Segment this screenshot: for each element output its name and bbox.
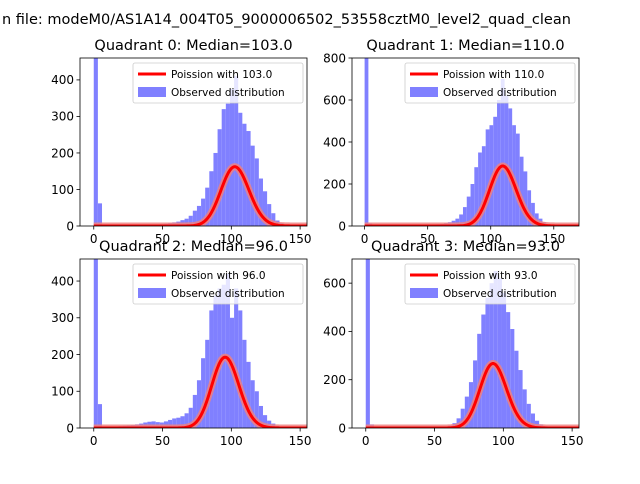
quadrant-0-hist-bar [230,89,234,226]
quadrant-3-hist-bar [502,293,506,428]
quadrant-3-legend-hist-label: Observed distribution [443,288,557,300]
quadrant-0-ytick-label: 400 [51,73,74,87]
quadrant-0-ytick-label: 300 [51,110,74,124]
quadrant-0-hist-bar [213,153,217,226]
quadrant-0-legend: Poission with 103.0 Observed distribution [133,63,303,103]
quadrant-0-xtick-label: 150 [289,232,312,246]
quadrant-0-ytick-label: 200 [51,146,74,160]
quadrant-3-legend-hist-swatch [410,288,438,298]
quadrant-2-ytick-label: 400 [51,274,74,288]
quadrant-1-ytick-label: 800 [323,51,346,65]
quadrant-0-hist-bar [218,129,222,226]
quadrant-2-ytick-label: 0 [66,421,74,435]
quadrant-3-ytick-label: 0 [338,421,346,435]
quadrant-3-ytick-label: 200 [323,373,346,387]
quadrant-3-xtick-label: 50 [427,434,442,448]
quadrant-2-panel: 0 50 100 150 0 100 200 300 400 Poission with 96.0… [51,239,311,448]
quadrant-0-hist-bar [222,109,226,226]
quadrant-0-legend-line-label: Poission with 103.0 [171,69,272,81]
quadrant-3-ytick-label: 600 [323,276,346,290]
quadrant-2-hist-bar [94,259,98,428]
quadrant-3-xtick-label: 0 [362,434,370,448]
quadrant-2-ytick-label: 100 [51,385,74,399]
quadrant-1-legend-hist-swatch [410,87,438,97]
quadrant-2-legend-hist-swatch [138,288,166,298]
quadrant-0-hist-bar [94,58,98,226]
quadrant-3-title: Quadrant 3: Median=93.0 [371,239,560,255]
quadrant-2-xtick-label: 100 [220,434,243,448]
figure-suptitle: n file: modeM0/AS1A14_004T05_9000006502_… [2,12,571,28]
quadrant-2-hist-bar [242,340,246,428]
quadrant-1-ytick-label: 0 [338,219,346,233]
quadrant-1-ytick-label: 600 [323,93,346,107]
quadrant-2-legend-line-label: Poission with 96.0 [171,270,266,282]
quadrant-0-ytick-label: 100 [51,183,74,197]
quadrant-0-legend-hist-label: Observed distribution [171,87,285,99]
quadrant-2-hist-bar [209,310,213,428]
quadrant-2-ytick-label: 300 [51,311,74,325]
quadrant-3-hist-bar [490,283,494,428]
quadrant-2-legend-hist-label: Observed distribution [171,288,285,300]
quadrant-0-hist-bar [226,104,230,226]
quadrant-2-hist-bar [98,404,102,428]
quadrant-1-hist-bar [505,96,509,226]
quadrant-1-legend-line-label: Poission with 110.0 [443,69,544,81]
quadrant-1-legend-hist-label: Observed distribution [443,87,557,99]
quadrant-1-title: Quadrant 1: Median=110.0 [366,38,564,54]
quadrant-0-xtick-label: 0 [90,232,98,246]
quadrant-1-ytick-label: 400 [323,135,346,149]
quadrant-1-hist-bar [365,58,369,226]
quadrant-3-legend: Poission with 93.0 Observed distribution [405,264,575,304]
quadrant-2-legend: Poission with 96.0 Observed distribution [133,264,303,304]
quadrant-1-hist-bar [486,129,490,226]
quadrant-1-xtick-label: 0 [361,232,369,246]
quadrant-0-title: Quadrant 0: Median=103.0 [94,38,292,54]
quadrant-3-ytick-label: 400 [323,325,346,339]
quadrant-2-title: Quadrant 2: Median=96.0 [99,239,288,255]
quadrant-3-panel: 0 50 100 150 0 200 400 600 Poission with 93.0 Obs… [323,239,583,448]
quadrant-1-hist-bar [516,134,520,226]
quadrant-3-hist-bar [506,312,510,428]
quadrant-2-xtick-label: 50 [155,434,170,448]
quadrant-2-hist-bar [238,310,242,428]
quadrant-3-xtick-label: 150 [561,434,584,448]
quadrant-0-hist-bar [251,146,255,226]
quadrant-1-hist-bar [497,100,501,226]
quadrant-2-xtick-label: 150 [289,434,312,448]
quadrant-3-legend-line-label: Poission with 93.0 [443,270,538,282]
quadrant-2-xtick-label: 0 [90,434,98,448]
quadrant-2-hist-bar [234,288,238,428]
quadrant-3-hist-bar [366,259,370,428]
quadrant-0-legend-hist-swatch [138,87,166,97]
quadrant-3-xtick-label: 100 [492,434,515,448]
quadrant-2-ytick-label: 200 [51,348,74,362]
quadrant-0-ytick-label: 0 [66,219,74,233]
quadrant-1-ytick-label: 200 [323,177,346,191]
quadrant-1-legend: Poission with 110.0 Observed distribution [405,63,575,103]
